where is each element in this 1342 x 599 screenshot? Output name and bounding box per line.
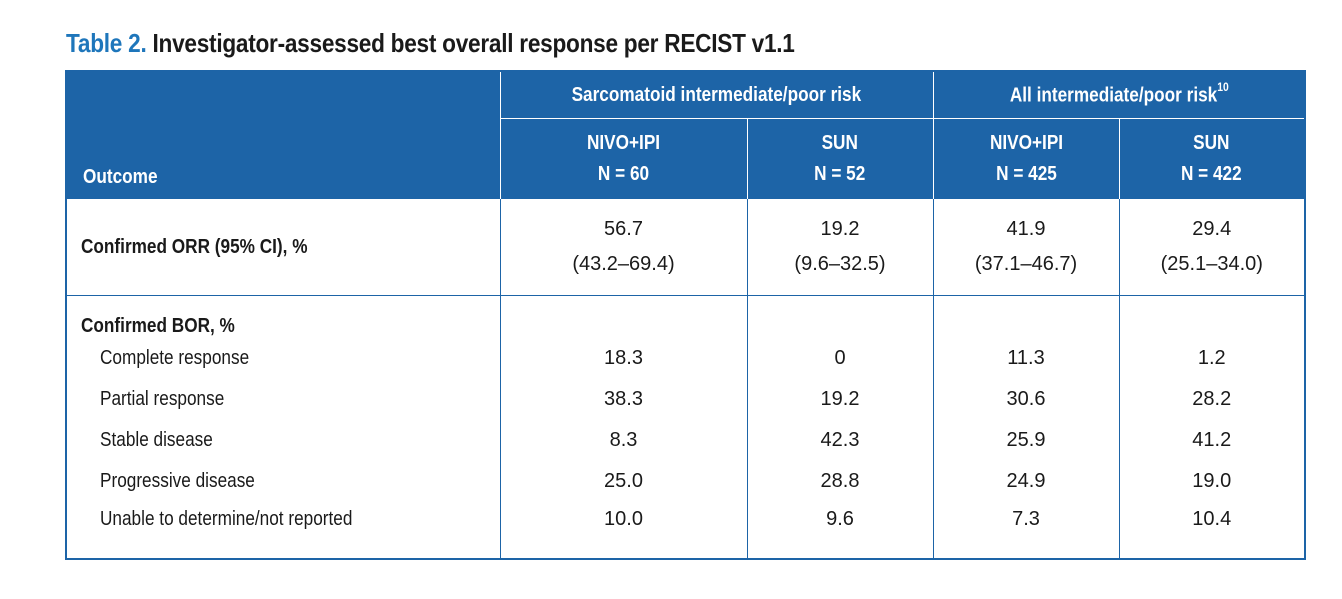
response-table: Outcome Sarcomatoid intermediate/poor ri…	[65, 70, 1307, 560]
table-cell: 24.9	[932, 461, 1120, 502]
table-caption: Table 2. Investigator-assessed best over…	[66, 28, 795, 59]
table-cell: 25.9	[932, 420, 1120, 461]
table-row: Partial response 38.3 19.2 30.6 28.2	[66, 379, 1306, 420]
row-label: Confirmed ORR (95% CI), %	[66, 199, 500, 296]
table-cell: 19.2 (9.6–32.5)	[746, 199, 934, 296]
arm-header: SUN N = 422	[1118, 118, 1306, 199]
table-cell: 7.3	[932, 502, 1120, 559]
table-cell: 10.4	[1118, 502, 1306, 559]
table-cell: 42.3	[746, 420, 934, 461]
table-cell: 56.7 (43.2–69.4)	[499, 199, 747, 296]
table-cell: 30.6	[932, 379, 1120, 420]
row-label: Partial response	[100, 388, 225, 410]
table-cell: 11.3	[932, 338, 1120, 379]
reference-superscript: 10	[1216, 79, 1229, 94]
table-caption-text: Investigator-assessed best overall respo…	[152, 28, 795, 58]
table-cell: 9.6	[746, 502, 934, 559]
row-label: Stable disease	[100, 429, 213, 451]
group-header-all: All intermediate/poor risk10	[932, 71, 1306, 119]
table-row-bor-heading: Confirmed BOR, %	[66, 295, 1306, 338]
outcome-header: Outcome	[66, 71, 500, 199]
table-row-orr: Confirmed ORR (95% CI), % 56.7 (43.2–69.4…	[66, 199, 1306, 296]
table-cell: 18.3	[499, 338, 747, 379]
table-cell: 8.3	[499, 420, 747, 461]
row-label: Confirmed BOR, %	[81, 315, 235, 337]
table-caption-label: Table 2.	[66, 28, 147, 58]
table-cell: 19.2	[746, 379, 934, 420]
table-cell: 19.0	[1118, 461, 1306, 502]
table-cell: 25.0	[499, 461, 747, 502]
table-cell: 29.4 (25.1–34.0)	[1118, 199, 1306, 296]
row-label: Complete response	[100, 347, 250, 369]
table-row: Complete response 18.3 0 11.3 1.2	[66, 338, 1306, 379]
table-row: Unable to determine/not reported 10.0 9.…	[66, 502, 1306, 559]
table-cell: 0	[746, 338, 934, 379]
table-row: Stable disease 8.3 42.3 25.9 41.2	[66, 420, 1306, 461]
table-row: Progressive disease 25.0 28.8 24.9 19.0	[66, 461, 1306, 502]
row-label: Unable to determine/not reported	[100, 508, 353, 530]
table-cell: 41.2	[1118, 420, 1306, 461]
row-label: Progressive disease	[100, 470, 255, 492]
table-cell: 28.8	[746, 461, 934, 502]
arm-header: SUN N = 52	[746, 118, 934, 199]
table-cell: 10.0	[499, 502, 747, 559]
table-cell: 28.2	[1118, 379, 1306, 420]
table-cell: 41.9 (37.1–46.7)	[932, 199, 1120, 296]
table-cell: 38.3	[499, 379, 747, 420]
group-header-sarcomatoid: Sarcomatoid intermediate/poor risk	[499, 71, 934, 119]
arm-header: NIVO+IPI N = 425	[932, 118, 1120, 199]
arm-header: NIVO+IPI N = 60	[499, 118, 747, 199]
table-cell: 1.2	[1118, 338, 1306, 379]
